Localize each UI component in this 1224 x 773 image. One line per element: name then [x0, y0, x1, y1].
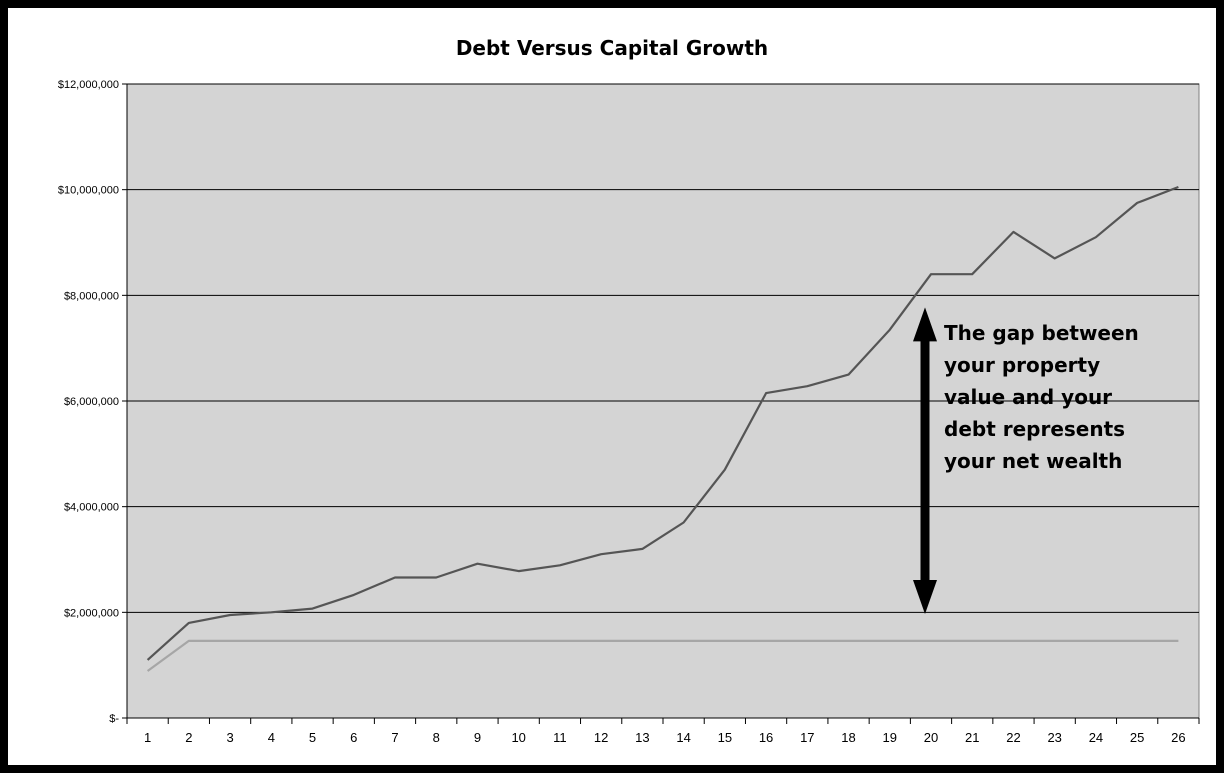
x-tick-label: 12 — [594, 730, 608, 745]
x-tick-label: 23 — [1047, 730, 1061, 745]
series-lines — [146, 185, 1179, 672]
gridlines — [122, 83, 1199, 719]
x-tick-label: 18 — [841, 730, 855, 745]
net-wealth-annotation: The gap between your property value and … — [944, 321, 1139, 473]
y-tick-label: $8,000,000 — [64, 290, 119, 302]
series-line — [146, 639, 1179, 672]
x-tick-label: 6 — [350, 730, 357, 745]
x-tick-label: 24 — [1089, 730, 1103, 745]
x-tick-label: 5 — [309, 730, 316, 745]
arrow-head-down — [913, 580, 937, 614]
x-tick-label: 11 — [553, 730, 567, 745]
x-tick-label: 20 — [924, 730, 938, 745]
y-tick-label: $2,000,000 — [64, 607, 119, 619]
y-tick-label: $6,000,000 — [64, 396, 119, 408]
x-tick-label: 1 — [144, 730, 151, 745]
x-tick-label: 17 — [800, 730, 814, 745]
x-tick-label: 2 — [185, 730, 192, 745]
x-tick-label: 22 — [1006, 730, 1020, 745]
x-tick-label: 21 — [965, 730, 979, 745]
x-tick-label: 26 — [1171, 730, 1185, 745]
x-tick-label: 14 — [676, 730, 690, 745]
y-tick-label: $- — [109, 713, 119, 725]
y-tick-label: $4,000,000 — [64, 502, 119, 514]
x-tick-label: 13 — [635, 730, 649, 745]
x-axis-tick-labels: 1 2 3 4 5 6 7 8 9 10 11 12 13 14 15 16 17 18 19 20 21 22 23 24 2… — [126, 718, 1200, 745]
y-axis-tick-labels: $- $2,000,000 $4,000,000 $6,000,000 $8,000,0… — [58, 79, 120, 725]
x-tick-label: 10 — [511, 730, 525, 745]
x-tick-label: 4 — [268, 730, 275, 745]
y-tick-label: $12,000,000 — [58, 79, 119, 91]
x-tick-label: 16 — [759, 730, 773, 745]
x-tick-label: 3 — [226, 730, 233, 745]
x-tick-label: 15 — [718, 730, 732, 745]
x-tick-label: 9 — [474, 730, 481, 745]
net-wealth-arrow — [913, 307, 937, 614]
x-tick-label: 8 — [433, 730, 440, 745]
y-tick-label: $10,000,000 — [58, 185, 119, 197]
chart-title: Debt Versus Capital Growth — [455, 36, 769, 60]
series-line — [146, 185, 1179, 661]
x-tick-label: 19 — [883, 730, 897, 745]
x-tick-label: 25 — [1130, 730, 1144, 745]
arrow-head-up — [913, 307, 937, 342]
x-tick-label: 7 — [391, 730, 398, 745]
